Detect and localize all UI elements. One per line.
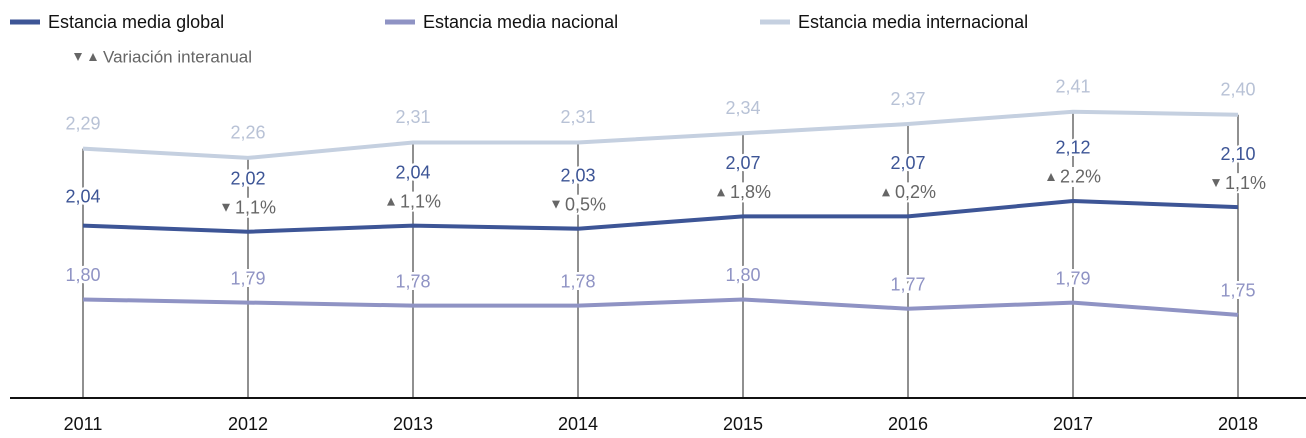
x-tick-label: 2018: [1218, 414, 1258, 434]
value-label: 1,79: [1055, 268, 1090, 288]
variation-label: 0,2%: [895, 182, 936, 202]
value-label: 2,26: [230, 123, 265, 143]
series-line: [82, 109, 1239, 160]
value-label: 2,07: [725, 153, 760, 173]
series-line: [82, 297, 1239, 317]
value-label: 2,31: [560, 107, 595, 127]
x-tick-label: 2011: [64, 414, 103, 434]
variation-arrow: [717, 188, 725, 197]
value-label: 1,80: [65, 265, 100, 285]
value-label: 2,02: [230, 169, 265, 189]
series-line: [82, 198, 1239, 234]
x-tick-label: 2012: [228, 414, 268, 434]
value-label: 2,10: [1220, 144, 1255, 164]
value-label: 2,31: [395, 107, 430, 127]
value-label: 2,41: [1055, 76, 1090, 96]
legend-symbol: [89, 53, 97, 61]
value-label: 1,78: [560, 271, 595, 291]
variation-arrow: [1212, 179, 1220, 188]
variation-label: 1,8%: [730, 182, 771, 202]
value-label: 1,79: [230, 268, 265, 288]
legend-label: Estancia media internacional: [798, 12, 1028, 32]
legend-label: Variación interanual: [103, 47, 252, 66]
variation-bg: [1206, 173, 1278, 194]
value-label: 1,78: [395, 271, 430, 291]
legend-symbol: [74, 53, 82, 61]
x-tick-label: 2016: [888, 414, 928, 434]
value-label: 2,34: [725, 98, 760, 118]
legend-label: Estancia media global: [48, 12, 224, 32]
variation-bg: [216, 197, 288, 218]
legend-label: Estancia media nacional: [423, 12, 618, 32]
variation-bg: [876, 182, 948, 203]
x-tick-label: 2017: [1053, 414, 1093, 434]
value-label: 2,40: [1220, 80, 1255, 100]
variation-bg: [1041, 166, 1113, 187]
variation-label: 2.2%: [1060, 167, 1101, 187]
variation-label: 0,5%: [565, 194, 606, 214]
value-label: 1,80: [725, 265, 760, 285]
value-label: 1,77: [890, 274, 925, 294]
variation-arrow: [222, 203, 230, 212]
variation-label: 1,1%: [1225, 173, 1266, 193]
variation-arrow: [552, 200, 560, 209]
value-label: 2,03: [560, 165, 595, 185]
variation-bg: [381, 191, 453, 212]
x-tick-label: 2014: [558, 414, 598, 434]
value-label: 2,12: [1055, 138, 1090, 158]
x-tick-label: 2015: [723, 414, 763, 434]
variation-label: 1,1%: [400, 191, 441, 211]
variation-arrow: [1047, 172, 1055, 181]
value-label: 2,04: [395, 162, 430, 182]
variation-bg: [711, 182, 783, 203]
value-label: 2,04: [65, 186, 100, 206]
value-label: 2,37: [890, 89, 925, 109]
variation-arrow: [882, 188, 890, 197]
value-label: 2,29: [65, 113, 100, 133]
variation-label: 1,1%: [235, 198, 276, 218]
variation-bg: [546, 194, 618, 215]
value-label: 1,75: [1220, 281, 1255, 301]
x-tick-label: 2013: [393, 414, 433, 434]
value-label: 2,07: [890, 153, 925, 173]
variation-arrow: [387, 197, 395, 206]
